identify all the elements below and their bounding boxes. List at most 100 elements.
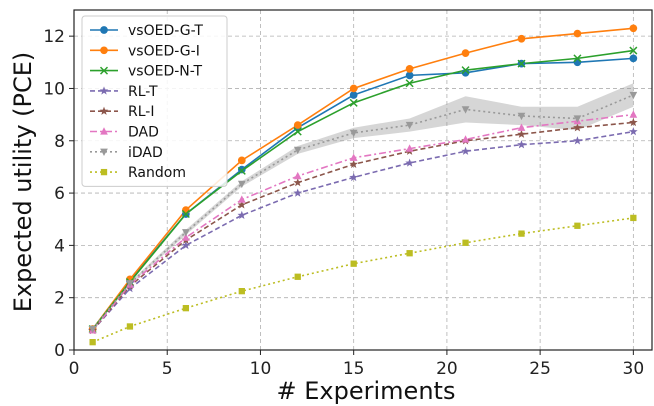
series-marker bbox=[88, 325, 97, 334]
legend-entry: vsOED-G-I bbox=[128, 43, 200, 59]
series-marker bbox=[573, 58, 582, 67]
legend: vsOED-G-T vsOED-G-I vsOED-N-T RL-T RL-I DAD iD… bbox=[81, 15, 228, 187]
series-marker bbox=[294, 273, 301, 280]
series-marker bbox=[461, 106, 470, 114]
x-tick-label: 15 bbox=[343, 359, 365, 379]
series-marker bbox=[237, 156, 246, 165]
x-tick-label: 25 bbox=[529, 359, 551, 379]
series-marker bbox=[405, 71, 414, 80]
y-tick-label: 6 bbox=[54, 184, 65, 204]
y-tick-labels: 0 2 4 6 8 10 12 bbox=[43, 27, 74, 361]
series-marker bbox=[629, 110, 638, 118]
series-marker bbox=[517, 129, 526, 138]
x-tick-label: 10 bbox=[250, 359, 272, 379]
series-marker bbox=[517, 59, 526, 68]
series-marker bbox=[573, 29, 582, 38]
x-axis-label: # Experiments bbox=[277, 377, 456, 405]
series-marker bbox=[573, 54, 582, 63]
series-marker bbox=[630, 214, 637, 222]
series-marker bbox=[100, 26, 108, 34]
series-marker bbox=[237, 180, 246, 189]
series-marker bbox=[182, 206, 190, 214]
series-marker bbox=[293, 171, 302, 180]
series-marker bbox=[629, 46, 638, 55]
series-marker bbox=[405, 144, 414, 152]
series-marker bbox=[99, 86, 109, 95]
y-tick-label: 10 bbox=[43, 79, 65, 99]
series-marker bbox=[461, 66, 470, 75]
series-marker bbox=[293, 188, 303, 197]
series-marker bbox=[100, 46, 108, 55]
series-marker bbox=[89, 339, 96, 346]
series-marker bbox=[461, 68, 470, 77]
series-marker bbox=[517, 140, 526, 149]
x-tick-label: 30 bbox=[623, 359, 645, 379]
series-markers bbox=[88, 24, 638, 346]
series-marker bbox=[517, 123, 526, 131]
y-tick-label: 4 bbox=[54, 236, 65, 256]
series-marker bbox=[629, 54, 638, 63]
series-line bbox=[92, 217, 634, 343]
series-marker bbox=[293, 146, 302, 155]
legend-entry: iDAD bbox=[128, 145, 163, 161]
series-marker bbox=[182, 229, 190, 237]
series-marker bbox=[461, 49, 470, 58]
series-marker bbox=[405, 121, 414, 130]
series-marker bbox=[182, 233, 190, 241]
series-marker bbox=[99, 66, 109, 75]
series-marker bbox=[349, 153, 358, 161]
legend-entry: vsOED-G-T bbox=[128, 23, 203, 39]
y-tick-label: 12 bbox=[43, 27, 65, 47]
series-marker bbox=[237, 166, 246, 175]
x-tick-labels: 0 5 10 15 20 25 30 bbox=[69, 350, 645, 379]
legend-entry: vsOED-N-T bbox=[128, 64, 203, 80]
x-tick-label: 20 bbox=[436, 359, 458, 379]
series-marker bbox=[461, 135, 470, 143]
series-marker bbox=[293, 121, 302, 129]
series-marker bbox=[237, 195, 246, 203]
series-marker bbox=[126, 323, 134, 330]
series-marker bbox=[182, 305, 190, 312]
series-marker bbox=[406, 250, 413, 257]
y-tick-label: 0 bbox=[54, 341, 65, 361]
plot-frame bbox=[73, 9, 653, 351]
series-marker bbox=[629, 127, 638, 136]
series-marker bbox=[237, 210, 247, 219]
series-marker bbox=[293, 127, 302, 136]
y-axis-label: Expected utility (PCE) bbox=[9, 52, 37, 313]
series-marker bbox=[293, 178, 303, 187]
series-marker bbox=[100, 127, 108, 135]
series-marker bbox=[573, 123, 582, 132]
legend-entry: RL-I bbox=[128, 104, 154, 120]
series-marker bbox=[629, 117, 638, 127]
series-marker bbox=[181, 240, 191, 250]
y-tick-label: 8 bbox=[54, 132, 65, 152]
series-marker bbox=[126, 280, 134, 288]
series-marker bbox=[405, 158, 414, 167]
legend-box bbox=[81, 15, 228, 187]
series-marker bbox=[462, 239, 469, 246]
series-marker bbox=[349, 91, 358, 99]
series-marker bbox=[461, 146, 470, 155]
series-marker bbox=[629, 24, 638, 33]
series-marker bbox=[518, 230, 525, 237]
series-marker bbox=[100, 168, 108, 176]
series-marker bbox=[574, 222, 581, 229]
series-marker bbox=[100, 148, 108, 156]
series-marker bbox=[573, 115, 582, 123]
series-marker bbox=[349, 84, 358, 93]
series-marker bbox=[99, 106, 109, 115]
series-marker bbox=[237, 165, 246, 174]
series-marker bbox=[237, 200, 247, 209]
legend-entry: DAD bbox=[128, 125, 159, 141]
series-marker bbox=[350, 260, 357, 267]
confidence-bands bbox=[92, 83, 634, 331]
series-marker bbox=[573, 136, 582, 145]
series-marker bbox=[517, 112, 526, 121]
series-marker bbox=[405, 64, 414, 73]
series-marker bbox=[238, 288, 245, 295]
x-tick-label: 5 bbox=[162, 359, 173, 379]
y-tick-label: 2 bbox=[54, 289, 65, 309]
series-marker bbox=[349, 98, 358, 107]
